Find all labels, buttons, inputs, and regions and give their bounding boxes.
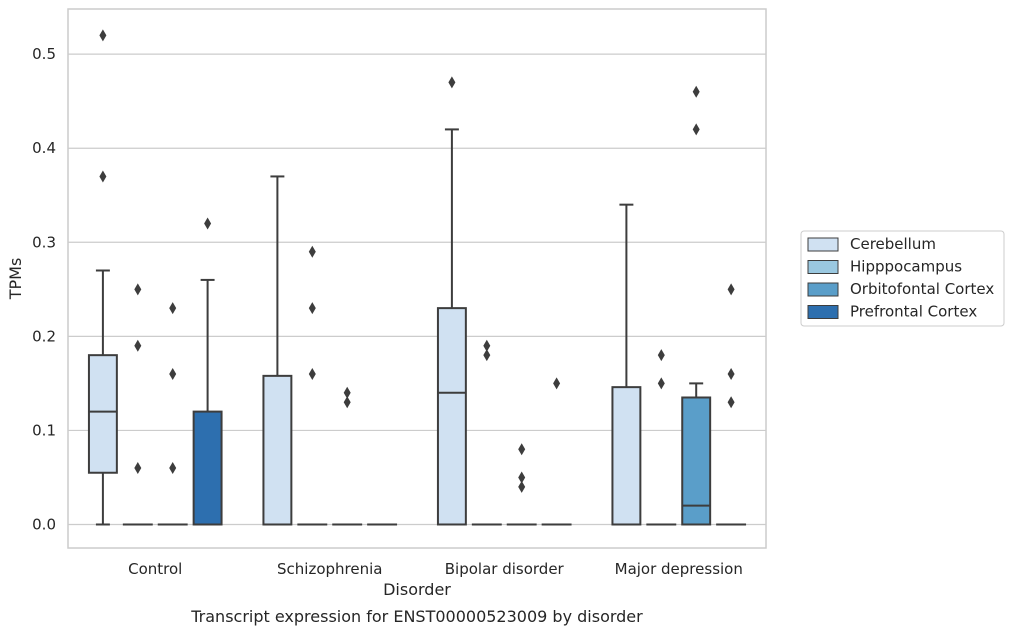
legend-label: Orbitofontal Cortex — [850, 280, 994, 298]
box-body — [611, 386, 642, 526]
outlier-point — [343, 386, 351, 399]
outlier-point — [134, 283, 142, 296]
box-body — [436, 307, 467, 526]
x-tick-label: Control — [128, 560, 182, 578]
outliers — [99, 29, 735, 493]
y-tick-labels: 0.0 0.1 0.2 0.3 0.4 0.5 — [32, 45, 56, 533]
box-cerebellum — [611, 203, 642, 526]
boxes — [87, 128, 747, 526]
legend-label: Prefrontal Cortex — [850, 303, 977, 321]
box-prefrontal-cortex — [192, 278, 223, 526]
y-tick-label: 0.4 — [32, 139, 56, 157]
y-tick-label: 0.0 — [32, 515, 56, 533]
x-tick-labels: Control Schizophrenia Bipolar disorder Majo… — [128, 560, 743, 578]
legend-frame — [800, 230, 1005, 327]
y-axis-label: TPMs — [6, 258, 25, 301]
box-body — [87, 354, 118, 474]
legend-label: Cerebellum — [850, 235, 936, 253]
x-tick-label: Bipolar disorder — [445, 560, 565, 578]
outlier-point — [308, 302, 316, 315]
y-tick-label: 0.5 — [32, 45, 56, 63]
outlier-point — [657, 377, 665, 390]
box-cerebellum — [262, 175, 293, 526]
outlier-point — [308, 367, 316, 380]
outlier-point — [99, 29, 107, 42]
box-body — [192, 410, 223, 526]
chart-caption: Transcript expression for ENST0000052300… — [190, 607, 643, 626]
y-tick-label: 0.3 — [32, 233, 56, 251]
outlier-point — [308, 245, 316, 258]
outlier-point — [518, 480, 526, 493]
legend-swatch — [807, 305, 839, 319]
x-tick-label: Major depression — [615, 560, 743, 578]
outlier-point — [204, 217, 212, 230]
outlier-point — [553, 377, 561, 390]
legend-swatch — [807, 282, 839, 297]
outlier-point — [343, 396, 351, 409]
outlier-point — [134, 339, 142, 352]
y-tick-label: 0.2 — [32, 327, 56, 345]
box-body — [262, 374, 293, 526]
legend-swatch — [807, 260, 839, 274]
outlier-point — [692, 85, 700, 98]
box-orbitofontal-cortex — [681, 382, 712, 526]
outlier-point — [169, 462, 177, 475]
outlier-point — [169, 302, 177, 315]
outlier-point — [657, 349, 665, 362]
box-body — [681, 396, 712, 526]
box-cerebellum — [87, 269, 118, 526]
outlier-point — [169, 367, 177, 380]
outlier-point — [727, 283, 735, 296]
gridlines — [68, 53, 766, 526]
plot-frame — [67, 8, 767, 549]
legend-swatch — [807, 237, 839, 252]
outlier-point — [134, 462, 142, 475]
y-tick-label: 0.1 — [32, 421, 56, 439]
outlier-point — [518, 443, 526, 456]
x-tick-label: Schizophrenia — [277, 560, 382, 578]
outlier-point — [448, 76, 456, 89]
outlier-point — [727, 367, 735, 380]
outlier-point — [483, 339, 491, 352]
legend-label: Hipppocampus — [850, 258, 962, 276]
x-axis-label: Disorder — [383, 580, 451, 599]
outlier-point — [727, 396, 735, 409]
legend: Cerebellum Hipppocampus Orbitofontal Corte… — [800, 230, 1005, 327]
outlier-point — [692, 123, 700, 136]
outlier-point — [483, 349, 491, 362]
outlier-point — [99, 170, 107, 183]
box-cerebellum — [436, 128, 467, 526]
outlier-point — [518, 471, 526, 484]
